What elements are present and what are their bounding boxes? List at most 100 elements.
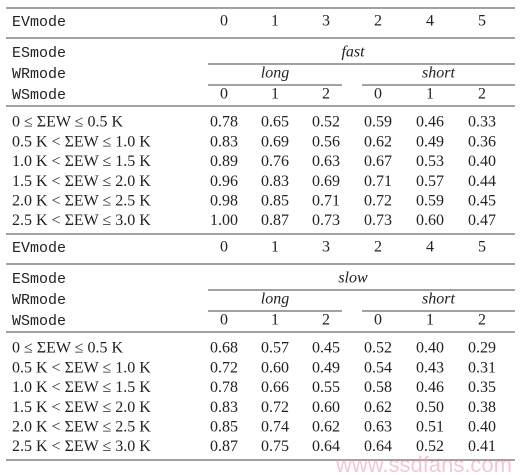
cell: 0.62 xyxy=(312,418,340,435)
cell: 0.52 xyxy=(364,340,392,357)
group-header: long xyxy=(261,65,289,82)
row-label: 1.0 K < ΣEW ≤ 1.5 K xyxy=(12,379,151,396)
row-label: 0 ≤ ΣEW ≤ 0.5 K xyxy=(12,340,123,357)
cell: 1.00 xyxy=(210,212,238,229)
column-header: 0 xyxy=(220,239,228,256)
cell: 0.40 xyxy=(416,340,444,357)
cell: 0.69 xyxy=(312,173,340,190)
cell: 0.83 xyxy=(210,133,238,150)
cell: 0.69 xyxy=(261,133,289,150)
column-header: 2 xyxy=(374,239,382,256)
cell: 0.68 xyxy=(210,340,238,357)
column-header: 3 xyxy=(322,13,330,30)
group-header: short xyxy=(422,291,455,308)
mode-label: WRmode xyxy=(12,292,66,309)
cell: 0.57 xyxy=(416,173,444,190)
cell: 0.62 xyxy=(364,133,392,150)
cell: 0.76 xyxy=(261,153,289,170)
cell: 0.54 xyxy=(364,359,392,376)
cell: 0.41 xyxy=(468,438,496,455)
cell: 0.51 xyxy=(416,418,444,435)
cell: 0.33 xyxy=(468,114,496,131)
cell: 0.53 xyxy=(416,153,444,170)
row-label: 2.5 K < ΣEW ≤ 3.0 K xyxy=(12,212,151,229)
cell: 0.36 xyxy=(468,133,496,150)
column-header: 1 xyxy=(271,239,279,256)
watermark: www.ssdfans.com xyxy=(335,452,512,475)
cell: 0.47 xyxy=(468,212,496,229)
cell: 0.74 xyxy=(261,418,289,435)
cell: 0.49 xyxy=(416,133,444,150)
column-header: 0 xyxy=(220,13,228,30)
group-header: fast xyxy=(341,44,365,61)
cell: 0.46 xyxy=(416,114,444,131)
row-label: 2.0 K < ΣEW ≤ 2.5 K xyxy=(12,192,151,209)
row-label: 1.5 K < ΣEW ≤ 2.0 K xyxy=(12,399,151,416)
cell: 0.87 xyxy=(210,438,238,455)
cell: 0.60 xyxy=(312,399,340,416)
column-header: 3 xyxy=(322,239,330,256)
cell: 0.85 xyxy=(261,192,289,209)
mode-label: WSmode xyxy=(12,313,66,330)
cell: 0.83 xyxy=(210,399,238,416)
cell: 0.35 xyxy=(468,379,496,396)
column-header: 0 xyxy=(220,312,228,329)
cell: 0.72 xyxy=(261,399,289,416)
cell: 0.52 xyxy=(312,114,340,131)
column-header: 1 xyxy=(271,13,279,30)
column-header: 2 xyxy=(478,86,486,103)
cell: 0.67 xyxy=(364,153,392,170)
cell: 0.98 xyxy=(210,192,238,209)
group-header: short xyxy=(422,65,455,82)
cell: 0.62 xyxy=(364,399,392,416)
cell: 0.66 xyxy=(261,379,289,396)
row-label: 2.0 K < ΣEW ≤ 2.5 K xyxy=(12,418,151,435)
cell: 0.96 xyxy=(210,173,238,190)
column-header: 2 xyxy=(374,13,382,30)
cell: 0.43 xyxy=(416,359,444,376)
cell: 0.38 xyxy=(468,399,496,416)
cell: 0.50 xyxy=(416,399,444,416)
cell: 0.40 xyxy=(468,418,496,435)
mode-label: ESmode xyxy=(12,45,66,62)
cell: 0.55 xyxy=(312,379,340,396)
cell: 0.65 xyxy=(261,114,289,131)
cell: 0.60 xyxy=(416,212,444,229)
cell: 0.85 xyxy=(210,418,238,435)
cell: 0.64 xyxy=(312,438,340,455)
group-header: slow xyxy=(338,270,368,287)
cell: 0.59 xyxy=(416,192,444,209)
cell: 0.78 xyxy=(210,114,238,131)
cell: 0.58 xyxy=(364,379,392,396)
cell: 0.64 xyxy=(364,438,392,455)
cell: 0.83 xyxy=(261,173,289,190)
cell: 0.57 xyxy=(261,340,289,357)
cell: 0.87 xyxy=(261,212,289,229)
mode-label: EVmode xyxy=(12,240,66,257)
cell: 0.45 xyxy=(312,340,340,357)
cell: 0.45 xyxy=(468,192,496,209)
row-label: 2.5 K < ΣEW ≤ 3.0 K xyxy=(12,438,151,455)
cell: 0.73 xyxy=(312,212,340,229)
cell: 0.63 xyxy=(312,153,340,170)
row-label: 0.5 K < ΣEW ≤ 1.0 K xyxy=(12,133,151,150)
cell: 0.29 xyxy=(468,340,496,357)
cell: 0.89 xyxy=(210,153,238,170)
cell: 0.31 xyxy=(468,359,496,376)
column-header: 2 xyxy=(478,312,486,329)
cell: 0.78 xyxy=(210,379,238,396)
mode-label: EVmode xyxy=(12,14,66,31)
cell: 0.73 xyxy=(364,212,392,229)
row-label: 1.5 K < ΣEW ≤ 2.0 K xyxy=(12,173,151,190)
cell: 0.46 xyxy=(416,379,444,396)
cell: 0.75 xyxy=(261,438,289,455)
cell: 0.40 xyxy=(468,153,496,170)
column-header: 0 xyxy=(374,86,382,103)
column-header: 2 xyxy=(322,86,330,103)
row-label: 1.0 K < ΣEW ≤ 1.5 K xyxy=(12,153,151,170)
column-header: 4 xyxy=(426,239,434,256)
column-header: 1 xyxy=(271,86,279,103)
column-header: 5 xyxy=(478,239,486,256)
